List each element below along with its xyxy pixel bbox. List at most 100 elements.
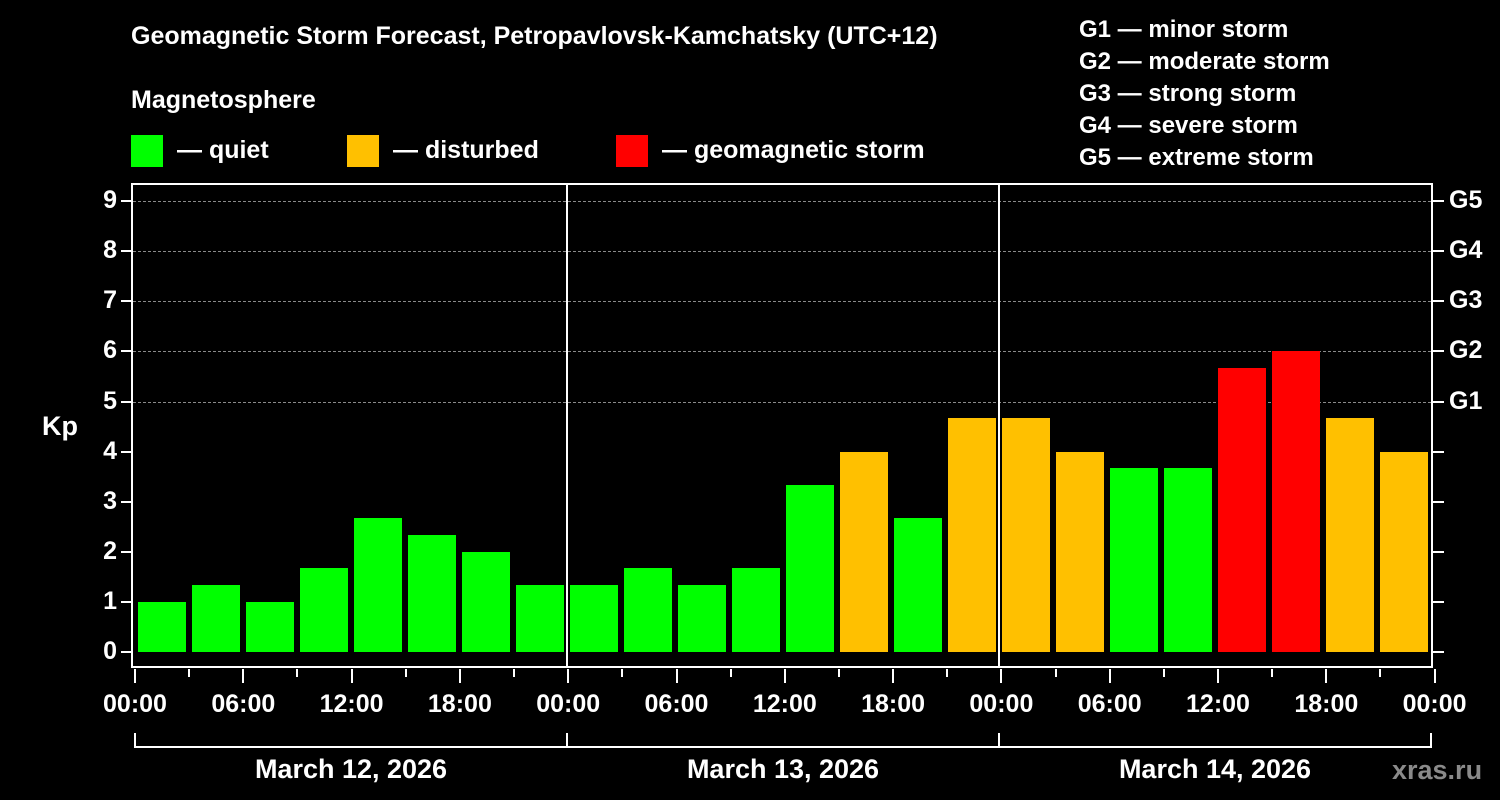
- bar-quiet: [570, 585, 618, 652]
- gridline: [133, 301, 1431, 303]
- y2-tick: [1433, 550, 1444, 553]
- bar-quiet: [732, 568, 780, 652]
- date-bracket: [135, 746, 1432, 748]
- x-tick-label: 00:00: [1402, 690, 1467, 718]
- x-tick-label: 06:00: [1077, 690, 1142, 718]
- y-tick-label: 1: [103, 586, 117, 615]
- x-tick: [1108, 669, 1111, 683]
- x-tick-label: 00:00: [103, 690, 167, 718]
- x-tick: [404, 669, 407, 677]
- bar-quiet: [354, 518, 402, 652]
- bar-quiet: [192, 585, 240, 652]
- x-tick: [675, 669, 678, 683]
- g-legend-g5: G5 — extreme storm: [1079, 144, 1314, 171]
- x-tick: [729, 669, 732, 677]
- bar-storm: [1272, 351, 1320, 652]
- legend-label: — geomagnetic storm: [662, 136, 925, 164]
- y2-tick: [1433, 450, 1444, 453]
- x-tick: [1217, 669, 1219, 683]
- x-tick-label: 18:00: [861, 690, 926, 718]
- date-bracket-tick: [998, 733, 1000, 748]
- bar-disturbed: [948, 418, 996, 652]
- y-tick: [121, 450, 132, 453]
- date-bracket-tick: [566, 733, 568, 748]
- y-tick: [121, 200, 132, 203]
- g-tick-label: G5: [1449, 186, 1483, 215]
- bar-quiet: [1164, 468, 1212, 652]
- x-tick: [1162, 669, 1165, 677]
- bar-storm: [1218, 367, 1266, 652]
- x-tick: [1000, 669, 1003, 683]
- day-separator: [998, 183, 1000, 668]
- x-tick-label: 18:00: [1294, 690, 1359, 718]
- y-tick: [121, 400, 132, 403]
- x-tick: [783, 669, 786, 683]
- legend-quiet: — quiet: [131, 134, 269, 167]
- x-tick-label: 12:00: [319, 690, 384, 718]
- x-tick: [1433, 669, 1436, 683]
- g-tick-label: G3: [1449, 286, 1483, 315]
- x-tick-label: 12:00: [1186, 690, 1250, 718]
- legend-disturbed: — disturbed: [347, 134, 539, 167]
- x-tick: [567, 669, 570, 683]
- bar-quiet: [786, 485, 834, 652]
- chart-title: Geomagnetic Storm Forecast, Petropavlovs…: [131, 22, 938, 50]
- g-tick-label: G1: [1449, 386, 1483, 415]
- bar-quiet: [894, 518, 942, 652]
- y-tick-label: 6: [103, 336, 117, 365]
- bar-disturbed: [840, 451, 888, 652]
- x-tick-label: 06:00: [644, 690, 709, 718]
- y-tick: [121, 350, 132, 353]
- day-separator: [566, 183, 568, 668]
- x-tick: [350, 669, 353, 683]
- y-tick-label: 2: [103, 536, 117, 565]
- y2-tick: [1433, 651, 1444, 653]
- y2-tick: [1433, 300, 1444, 303]
- y2-tick: [1433, 350, 1444, 353]
- legend-storm: — geomagnetic storm: [616, 134, 925, 167]
- gridline: [133, 351, 1431, 353]
- plot-area: [131, 183, 1433, 668]
- x-tick: [513, 669, 516, 677]
- x-tick: [296, 669, 299, 677]
- x-tick: [1325, 669, 1328, 683]
- x-tick: [946, 669, 949, 677]
- bar-disturbed: [1002, 418, 1050, 652]
- x-tick: [621, 669, 624, 677]
- y-tick: [121, 651, 132, 653]
- legend-swatch-quiet: [131, 134, 163, 167]
- x-tick-label: 12:00: [752, 690, 817, 718]
- bar-quiet: [246, 601, 294, 652]
- x-tick: [1379, 669, 1382, 677]
- legend-label: — quiet: [177, 136, 269, 164]
- x-tick: [458, 669, 461, 683]
- date-label: March 13, 2026: [686, 754, 880, 784]
- legend-swatch-disturbed: [347, 134, 379, 167]
- y-axis-label: Kp: [42, 411, 78, 441]
- x-tick: [242, 669, 245, 683]
- x-tick: [1271, 669, 1274, 677]
- g-legend-g2: G2 — moderate storm: [1079, 48, 1330, 75]
- y2-tick: [1433, 250, 1444, 253]
- chart-subtitle: Magnetosphere: [131, 86, 316, 114]
- x-tick-label: 18:00: [427, 690, 492, 718]
- y-tick-label: 9: [103, 186, 117, 215]
- legend-label: — disturbed: [393, 136, 539, 164]
- y2-tick: [1433, 500, 1444, 503]
- gridline: [133, 201, 1431, 203]
- x-tick: [892, 669, 895, 683]
- y-tick: [121, 300, 132, 303]
- bar-disturbed: [1326, 418, 1374, 652]
- y-tick: [121, 250, 132, 253]
- y-tick: [121, 550, 132, 553]
- y-tick: [121, 500, 132, 503]
- x-tick: [134, 669, 136, 683]
- x-tick: [188, 669, 191, 677]
- x-tick-label: 00:00: [969, 690, 1034, 718]
- x-tick-label: 00:00: [536, 690, 601, 718]
- bar-quiet: [678, 585, 726, 652]
- date-label: March 14, 2026: [1118, 754, 1312, 784]
- y-tick-label: 0: [103, 637, 117, 665]
- g-tick-label: G4: [1449, 236, 1483, 265]
- bar-disturbed: [1380, 451, 1428, 652]
